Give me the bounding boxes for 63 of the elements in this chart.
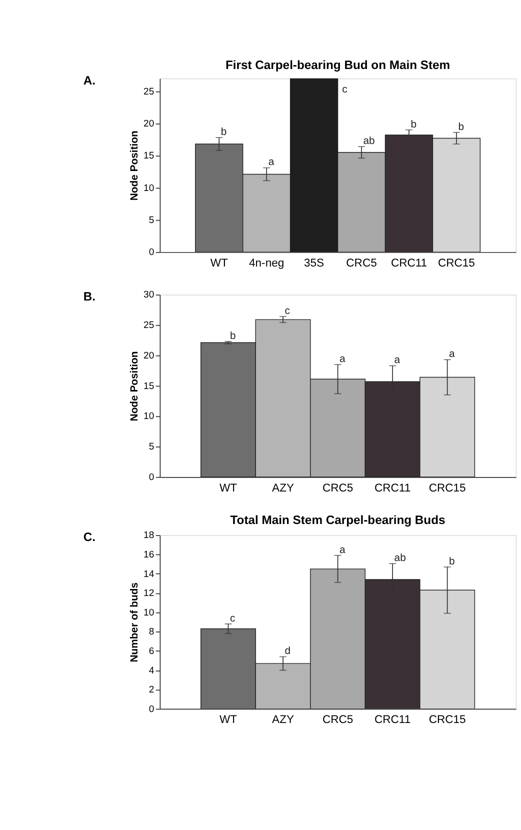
annotation: b [410,119,417,130]
y-tick-label: 6 [148,646,154,657]
y-tick-label: 15 [144,380,154,392]
annotation: b [220,126,227,138]
annotation: c [342,84,348,96]
x-tick-label: CRC15 [438,257,475,270]
annotation: d [284,646,291,658]
text: C. [83,530,96,544]
x-tick-label: CRC11 [374,714,411,726]
y-tick-label: 14 [144,568,155,580]
annotation: c [230,613,236,624]
y-tick-label: 10 [144,182,154,194]
y-tick-label: 10 [144,411,154,422]
annotation: a [340,354,346,365]
x-tick-label: WT [219,482,238,494]
y-tick-label: 0 [148,472,154,484]
y-axis-title: Node Position [129,351,140,422]
x-tick-label: CRC5 [322,714,354,726]
annotation: ab [363,136,376,147]
y-tick-label: 30 [144,290,154,301]
y-axis-title: Number of buds [129,582,140,662]
x-tick-label: AZY [272,482,294,494]
x-tick-label: 35S [304,257,324,270]
y-tick-label: 16 [144,549,154,560]
text: B. [83,290,96,304]
y-tick-label: 5 [148,442,154,453]
y-tick-label: 10 [144,607,154,618]
y-tick-label: 15 [144,150,154,162]
annotation: a [268,157,274,168]
x-tick-label: 4n-neg [249,257,284,270]
annotation: a [340,544,346,556]
x-tick-label: CRC15 [428,714,466,726]
x-tick-label: WT [219,714,238,726]
x-tick-label: AZY [272,714,294,726]
x-tick-label: WT [210,257,228,270]
y-tick-label: 20 [144,350,154,362]
y-tick-label: 4 [148,665,155,676]
annotation: b [458,122,464,133]
x-tick-label: CRC11 [374,482,411,494]
x-tick-label: CRC11 [390,257,428,270]
y-tick-label: 20 [144,118,154,130]
y-axis-title: Node Position [129,130,140,201]
text: A. [83,73,96,88]
x-tick-label: CRC5 [346,257,377,270]
y-tick-label: 25 [144,320,154,332]
annotation: b [230,330,236,342]
y-tick-label: 0 [148,247,154,258]
y-tick-label: 8 [148,626,154,638]
x-tick-label: CRC15 [428,482,466,494]
y-tick-label: 18 [144,530,154,542]
annotation: c [284,306,290,317]
y-tick-label: 0 [148,704,154,715]
x-tick-label: CRC5 [322,482,354,494]
y-tick-label: 2 [148,684,154,696]
annotation: a [394,355,400,366]
annotation: b [449,556,456,568]
annotation: ab [394,553,406,564]
y-tick-label: 25 [144,86,154,98]
y-tick-label: 5 [148,214,154,226]
chart-title: First Carpel-bearing Bud on Main Stem [225,58,450,72]
annotation: a [449,349,456,360]
chart-title: Total Main Stem Carpel-bearing Buds [230,512,446,527]
y-tick-label: 12 [144,588,154,600]
